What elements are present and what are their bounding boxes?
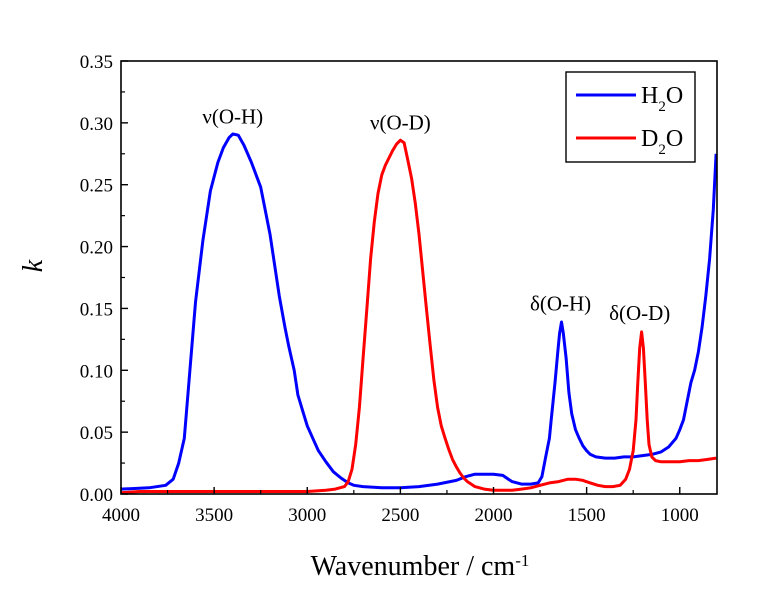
- y-tick-label: 0.05: [80, 423, 113, 444]
- y-tick-label: 0.20: [80, 238, 113, 259]
- x-axis-label-text: Wavenumber / cm: [311, 551, 516, 582]
- y-tick-label: 0.00: [80, 485, 113, 506]
- legend-label-d2o: D2O: [641, 126, 683, 158]
- series-layer: [120, 132, 718, 495]
- peak-label: δ(O-H): [530, 291, 591, 315]
- y-axis-label: k: [18, 259, 49, 272]
- y-tick-label: 0.30: [80, 114, 113, 135]
- x-axis-label-superscript: -1: [515, 551, 529, 570]
- y-tick-label: 0.25: [80, 176, 113, 197]
- x-tick-label: 4000: [102, 505, 140, 526]
- x-tick-label: 2000: [475, 505, 513, 526]
- annotations: ν(O-H) ν(O-D) δ(O-H) δ(O-D): [202, 105, 670, 326]
- y-tick-label: 0.15: [80, 299, 113, 320]
- x-tick-label: 3500: [195, 505, 233, 526]
- series-line-h2o: [120, 132, 718, 491]
- x-tick-label: 1500: [568, 505, 606, 526]
- legend: H2O D2O: [565, 71, 696, 163]
- y-tick-label: 0.35: [80, 52, 113, 73]
- legend-label-h2o: H2O: [641, 83, 683, 115]
- peak-label: ν(O-H): [202, 105, 263, 129]
- peak-label: ν(O-D): [370, 111, 431, 135]
- x-tick-label: 2500: [381, 505, 419, 526]
- peak-label: δ(O-D): [609, 301, 670, 325]
- series-line-d2o: [120, 138, 717, 495]
- x-tick-label: 3000: [288, 505, 326, 526]
- x-axis-label: Wavenumber / cm-1: [311, 551, 530, 583]
- legend-box: [565, 71, 696, 163]
- y-tick-label: 0.10: [80, 361, 113, 382]
- ticks-layer: 4000 3500 3000 2500 2000 1500 1000 0.00 0.05 0.10…: [80, 52, 699, 526]
- x-tick-label: 1000: [661, 505, 699, 526]
